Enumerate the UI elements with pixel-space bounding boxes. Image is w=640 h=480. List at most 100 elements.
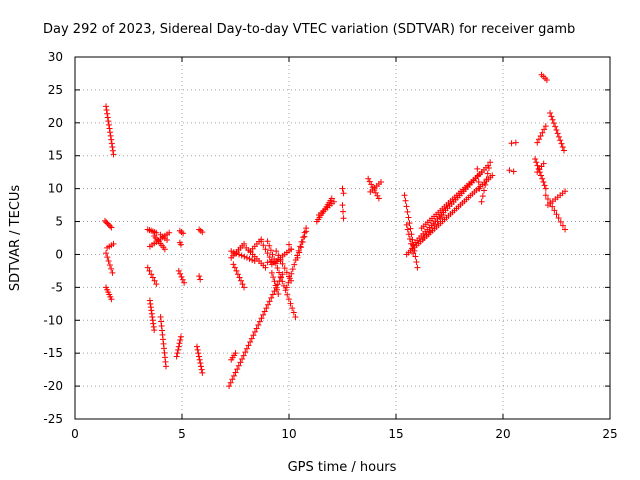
data-point [539,129,546,136]
y-tick-label: 20 [48,116,63,130]
data-point [108,265,115,272]
data-point [510,168,517,175]
data-point [272,260,279,267]
data-point [440,211,447,218]
data-point [423,231,430,238]
data-point [368,181,375,188]
data-point [151,327,158,334]
data-point [103,250,110,257]
data-point [339,185,346,192]
data-point [512,139,519,146]
data-point [539,175,546,182]
data-point [256,318,263,325]
y-tick-label: 25 [48,83,63,97]
data-point [420,235,427,241]
data-point [544,196,551,203]
data-point [365,175,372,182]
data-point [246,255,253,262]
data-point [240,352,247,359]
x-tick-label: 20 [495,427,510,441]
data-point [105,258,112,265]
data-point [328,195,335,202]
data-point [401,192,408,199]
data-point [108,296,115,303]
data-point [264,301,271,308]
x-tick-label: 25 [602,427,617,441]
data-point [372,189,379,196]
data-point [340,208,347,215]
data-point [330,198,337,205]
data-point [276,269,283,276]
data-point [414,264,421,271]
data-point [104,114,111,121]
data-point [268,269,275,276]
data-point [402,197,409,204]
data-point [535,136,542,143]
data-point [241,240,248,247]
data-point [541,182,548,189]
data-point [236,274,243,281]
data-point [239,355,246,362]
data-point [554,130,561,137]
data-point [258,238,265,245]
data-point [284,291,291,298]
data-point [261,308,268,315]
data-point [277,256,284,263]
data-point [559,222,566,229]
data-point [103,103,110,110]
data-point [262,264,269,271]
data-point [285,279,292,286]
data-point [107,132,114,139]
data-point [285,296,292,303]
data-point [339,202,346,209]
data-point [253,325,260,332]
data-point [549,116,556,123]
data-point [340,190,347,197]
data-point [241,284,248,291]
data-point [199,369,206,376]
data-point [272,282,279,289]
data-point [279,260,286,267]
data-point [195,353,202,360]
data-point [275,290,282,297]
data-point [232,350,239,357]
data-point [106,261,113,268]
data-point [475,172,482,179]
data-point [243,345,250,352]
data-point [301,233,308,240]
data-point [475,179,482,186]
data-point [294,254,301,261]
data-point [281,265,288,272]
data-point [109,144,116,151]
y-tick-label: 10 [48,182,63,196]
data-point [110,151,117,158]
data-point [557,137,564,144]
data-point [559,144,566,151]
data-point [547,109,554,116]
data-point [560,147,567,154]
data-point [104,254,111,261]
data-point [283,269,290,276]
data-point [107,129,114,136]
data-point [478,198,485,205]
data-point [474,165,481,172]
data-point [110,240,117,247]
data-point [413,259,420,266]
data-point [297,244,304,251]
data-point [177,337,184,344]
data-point [506,167,513,174]
data-point [403,203,410,210]
data-point [148,271,155,278]
data-point [489,172,496,179]
data-point [241,253,248,260]
data-point [153,281,160,288]
data-point [404,208,411,215]
chart-title: Day 292 of 2023, Sidereal Day-to-day VTE… [43,22,575,37]
data-point [286,241,292,248]
data-point [340,215,347,222]
data-point [242,349,249,356]
x-tick-label: 5 [178,427,186,441]
data-point [108,140,115,147]
data-point [195,350,202,357]
